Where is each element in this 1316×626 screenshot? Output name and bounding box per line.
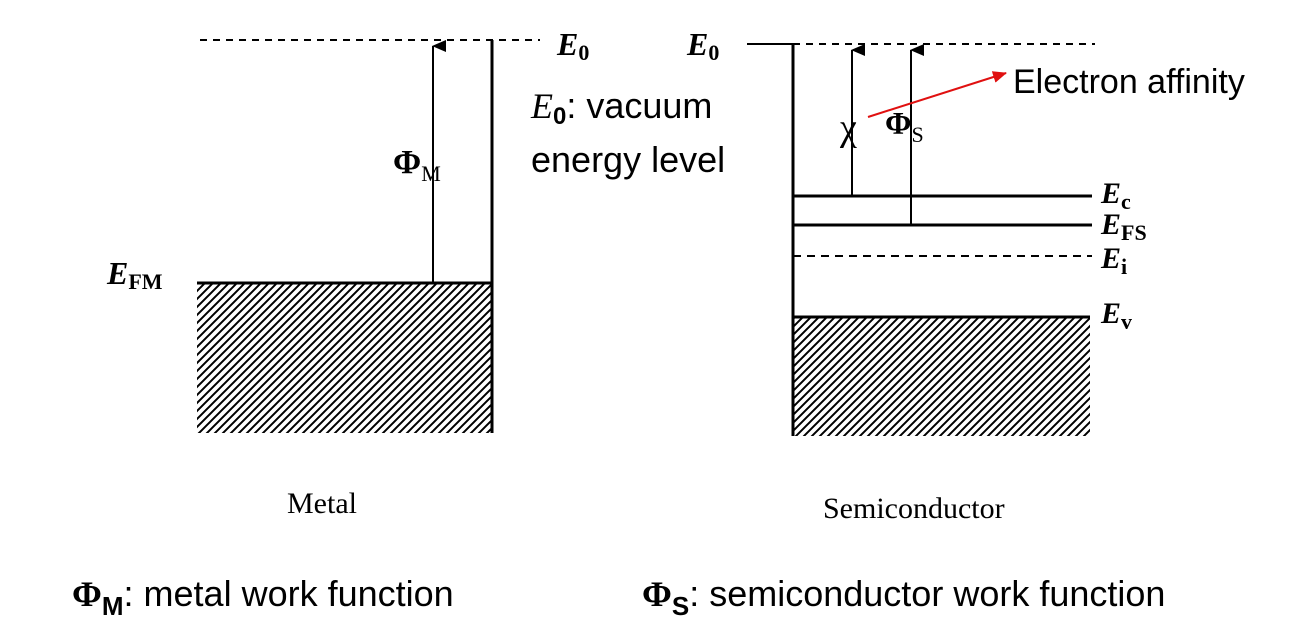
- electron-affinity-text: Electron affinity: [1013, 63, 1245, 101]
- conduction-band-label: Ec: [1100, 177, 1131, 214]
- annotations: Electron affinity E0: vacuum energy leve…: [72, 63, 1245, 621]
- valence-band-fill: [793, 317, 1090, 436]
- valence-band-label: Ev: [1100, 297, 1132, 334]
- semiconductor-caption: Semiconductor: [823, 492, 1005, 525]
- metal-caption: Metal: [287, 487, 357, 520]
- semi-fermi-label: EFS: [1100, 208, 1147, 245]
- metal-work-function-note: ΦM: metal work function: [72, 573, 454, 621]
- metal-work-function-label: ΦM: [393, 144, 441, 186]
- semi-work-function-note: ΦS: semiconductor work function: [642, 573, 1165, 621]
- semi-vacuum-label: E0: [686, 26, 719, 65]
- electron-affinity-symbol: χ: [839, 107, 857, 149]
- vacuum-note-line1: E0: vacuum: [530, 85, 712, 130]
- metal-vacuum-label: E0: [556, 26, 589, 65]
- metal-diagram: E0 ΦM EFM Metal: [106, 26, 589, 520]
- semi-work-function-label: ΦS: [885, 105, 924, 147]
- intrinsic-level-label: Ei: [1100, 242, 1127, 279]
- electron-affinity-pointer: [867, 71, 1007, 118]
- metal-fermi-label: EFM: [106, 255, 163, 294]
- metal-filled-band: [197, 283, 492, 433]
- vacuum-note-line2: energy level: [531, 139, 725, 180]
